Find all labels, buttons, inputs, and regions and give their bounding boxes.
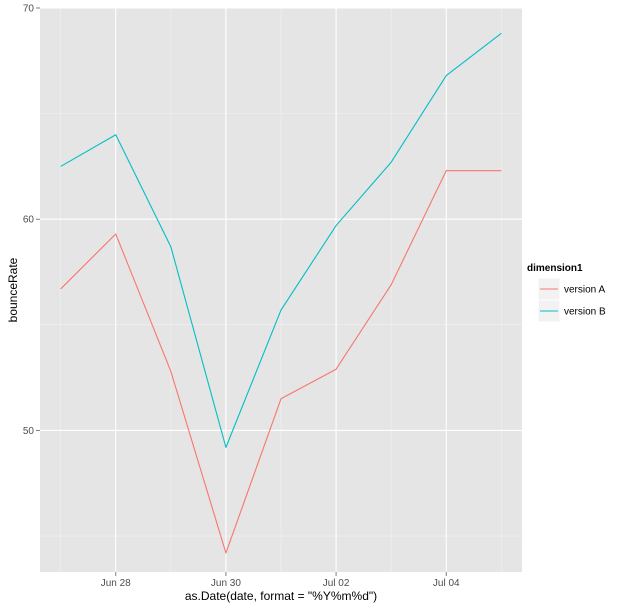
x-tick-label: Jun 28 xyxy=(101,578,131,589)
legend-label: version A xyxy=(564,285,605,296)
x-tick-label: Jun 30 xyxy=(211,578,241,589)
x-tick-label: Jul 02 xyxy=(323,578,350,589)
legend-label: version B xyxy=(564,307,606,318)
series-line-version-a xyxy=(60,170,502,554)
y-axis-title: bounceRate xyxy=(6,257,20,322)
x-axis: Jun 28 Jun 30 Jul 02 Jul 04 xyxy=(101,572,460,589)
x-tick-label: Jul 04 xyxy=(433,578,460,589)
y-axis: 50 60 70 xyxy=(23,4,40,437)
y-tick-label: 70 xyxy=(23,4,35,15)
grid-minor xyxy=(40,8,522,572)
legend: dimension1 version A version B xyxy=(527,263,606,323)
y-tick-label: 60 xyxy=(23,215,35,226)
grid-major xyxy=(40,7,522,572)
legend-title: dimension1 xyxy=(527,263,583,274)
series-lines xyxy=(60,32,502,554)
x-axis-title: as.Date(date, format = "%Y%m%d") xyxy=(185,589,377,603)
y-tick-label: 50 xyxy=(23,426,35,437)
series-line-version-b xyxy=(60,32,502,448)
